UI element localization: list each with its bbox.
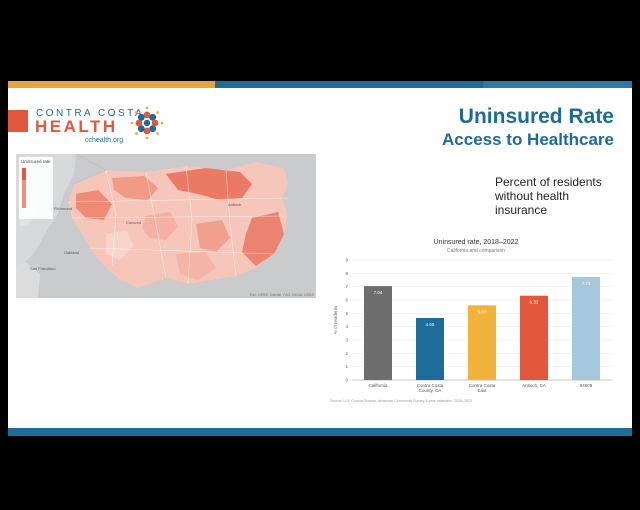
- page-subtitle: Access to Healthcare: [442, 130, 614, 149]
- logo-text-health: HEALTH: [35, 117, 118, 136]
- x-tick-label: 94509: [580, 383, 593, 388]
- bar: [572, 276, 600, 380]
- bar-value-label: 5.60: [478, 309, 487, 314]
- chart-description: Percent of residents without health insu…: [495, 175, 602, 217]
- map-label-concord: Concord: [126, 220, 141, 225]
- bar-value-label: 6.32: [530, 300, 539, 305]
- top-accent-bar-orange: [8, 81, 215, 88]
- logo-flower-icon: [130, 106, 164, 140]
- y-axis-label: % of residents: [333, 305, 338, 334]
- bar: [416, 318, 444, 380]
- bar: [520, 295, 548, 380]
- uninsured-rate-map[interactable]: Uninsured rate Richmond Concord Antioch …: [16, 154, 316, 298]
- y-tick-label: 8: [345, 271, 348, 276]
- bottom-accent-bar: [8, 428, 632, 436]
- y-tick-label: 4: [345, 324, 348, 329]
- map-legend-title: Uninsured rate: [21, 159, 51, 164]
- y-tick-label: 1: [345, 364, 348, 369]
- uninsured-rate-bar-chart: Uninsured rate, 2018–2022 California and …: [330, 239, 612, 403]
- page-title: Uninsured Rate: [458, 105, 614, 128]
- map-label-oakland: Oakland: [64, 250, 79, 255]
- logo-url-link[interactable]: cchealth.org: [85, 137, 124, 144]
- y-tick-label: 3: [345, 338, 348, 343]
- bar: [364, 286, 392, 380]
- bar: [468, 305, 496, 380]
- top-accent-bar-blue: [215, 81, 483, 88]
- slide: CONTRA COSTA HEALTH cchealth.org Uninsur…: [8, 81, 632, 436]
- x-tick-label: California: [368, 383, 388, 388]
- y-tick-label: 6: [345, 298, 348, 303]
- map-legend: Uninsured rate: [19, 157, 53, 219]
- map-label-san-francisco: San Francisco: [30, 266, 56, 271]
- map-label-richmond: Richmond: [54, 206, 72, 211]
- bar-value-label: 7.04: [374, 290, 383, 295]
- x-tick-label: Contra Costa County, CA: [417, 383, 444, 393]
- x-tick-label: Contra Costa East: [469, 383, 496, 393]
- bar-value-label: 7.73: [582, 281, 591, 286]
- y-tick-label: 0: [345, 378, 348, 383]
- y-tick-label: 9: [345, 258, 348, 263]
- chart-source-note: Source: U.S. Census Bureau, American Com…: [330, 399, 472, 403]
- map-credit: Esri, HERE, Garmin, FAO, NOAA, USGS: [250, 293, 314, 297]
- y-tick-label: 5: [345, 311, 348, 316]
- logo-square: [8, 110, 28, 132]
- logo-text-contra-costa: CONTRA COSTA: [36, 108, 145, 119]
- top-accent-bar-blue-right: [483, 81, 632, 88]
- bar-value-label: 4.65: [426, 322, 435, 327]
- y-tick-label: 2: [345, 351, 348, 356]
- map-label-antioch: Antioch: [228, 202, 241, 207]
- y-tick-label: 7: [345, 284, 348, 289]
- chart-subtitle: California and comparison: [447, 248, 505, 254]
- x-tick-label: Antioch, CA: [522, 383, 546, 388]
- chart-title: Uninsured rate, 2018–2022: [434, 239, 519, 246]
